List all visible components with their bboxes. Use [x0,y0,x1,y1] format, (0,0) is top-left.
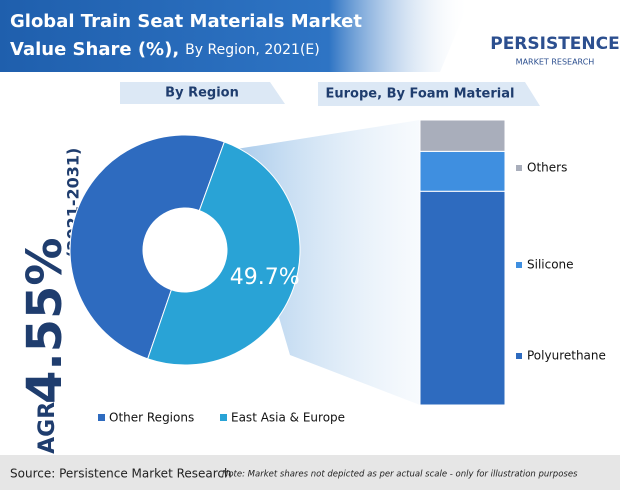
legend-swatch [98,414,105,421]
bar-segment [419,119,506,152]
legend-label: Polyurethane [527,349,606,363]
subtitle: By Region, 2021(E) [185,42,320,58]
title: Global Train Seat Materials Market [10,11,362,32]
label-box [318,82,540,106]
donut-title: By Region [165,86,239,101]
legend-swatch [516,262,522,268]
legend-label: Silicone [527,258,574,272]
legend-swatch [516,353,522,359]
legend-swatch [516,165,522,171]
cagr-value: 4.55% [17,237,73,404]
legend-label: Others [527,161,567,175]
logo: PERSISTENCE [490,34,620,54]
legend-label: East Asia & Europe [231,411,345,425]
legend-swatch [220,414,227,421]
legend-label: Other Regions [109,411,194,425]
title: Value Share (%), By Region, 2021(E) [10,39,320,60]
bar-segment [419,150,506,192]
data-label: 49.7% [230,265,300,290]
footer-band [0,455,620,490]
donut-slice [147,141,301,366]
header-band [0,0,470,72]
title-part: Value Share (%), [10,39,179,60]
bar-title: Europe, By Foam Material [326,87,515,102]
donut-slice [69,134,225,360]
source: Source: Persistence Market Research [10,467,232,481]
bar-segment [419,190,506,406]
note: Note: Market shares not depicted as per … [222,470,578,480]
label-box [120,82,285,104]
logo-tagline: MARKET RESEARCH [516,58,595,67]
